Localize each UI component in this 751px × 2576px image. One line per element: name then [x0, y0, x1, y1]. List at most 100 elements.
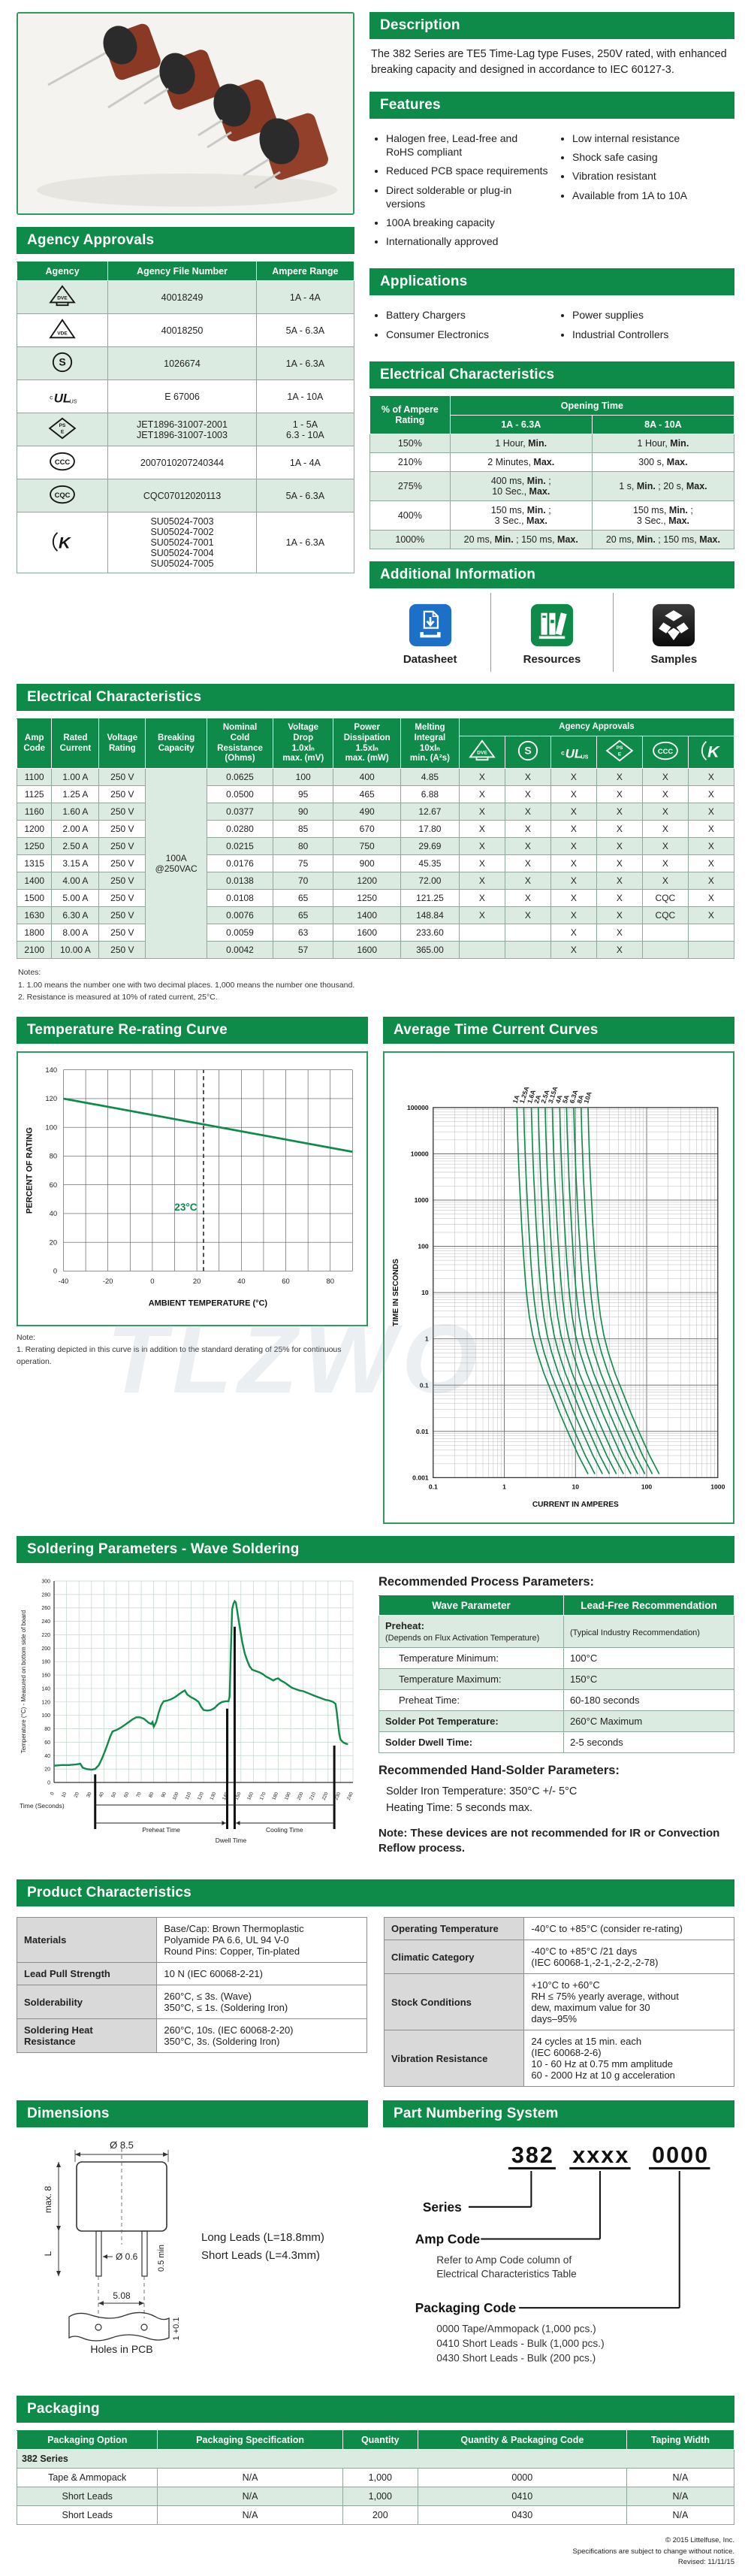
approval-mark-cell: X: [458, 768, 505, 787]
agency-icon-header: DVE: [458, 735, 505, 769]
dissipation-cell: 1600: [333, 924, 401, 942]
bullet-item: 100A breaking capacity: [386, 216, 548, 229]
agency-logo-cell: DVE: [16, 280, 109, 314]
bullet-item: Consumer Electronics: [386, 328, 548, 341]
svg-text:0.001: 0.001: [412, 1474, 429, 1482]
approval-mark-cell: [504, 924, 551, 942]
time-cell: 20 ms, Min. ; 150 ms, Max.: [591, 529, 735, 549]
process-row: Preheat Time: 60-180 seconds: [379, 1689, 735, 1712]
agency-row: VDE 40018250 5A - 6.3A: [16, 313, 355, 347]
additional-info-item-datasheet[interactable]: Datasheet: [369, 593, 490, 672]
amp-code-cell: 1315: [16, 854, 53, 873]
packaging-cell: 1,000: [342, 2467, 418, 2487]
svg-text:160: 160: [246, 1791, 255, 1801]
additional-info-item-resources[interactable]: Resources: [490, 592, 612, 672]
soldering-params: Recommended Process Parameters: Wave Par…: [379, 1572, 735, 1856]
svg-text:TIME IN SECONDS: TIME IN SECONDS: [392, 1259, 400, 1326]
part-numbering-svg: 382 xxxx 0000 Series Amp Code Refer to A…: [415, 2142, 710, 2363]
svg-text:AMBIENT TEMPERATURE (°C): AMBIENT TEMPERATURE (°C): [149, 1299, 268, 1308]
voltage-cell: 250 V: [98, 854, 146, 873]
process-parameters-table: Wave Parameter Lead-Free Recommendation P…: [379, 1595, 735, 1754]
ampere-range-cell: 1A - 4A: [255, 446, 355, 479]
additional-info-item-samples[interactable]: Samples: [612, 592, 734, 672]
svg-text:90: 90: [161, 1791, 168, 1799]
svg-text:60: 60: [44, 1740, 50, 1746]
agency-icon-header: S: [504, 735, 551, 769]
ampere-range-cell: 1A - 10A: [255, 379, 355, 413]
series-group-row: 382 Series: [17, 2448, 734, 2469]
svg-text:210: 210: [309, 1791, 317, 1801]
electrical-row: 1125 1.25 A 250 V 0.0500 95 465 6.88 X X X X X X: [16, 785, 735, 804]
rerating-note: Note: 1. Rerating depicted in this curve …: [17, 1332, 368, 1368]
value-cell: 60-180 seconds: [562, 1689, 735, 1712]
svg-text:VDE: VDE: [57, 331, 68, 337]
electrical-row: 1630 6.30 A 250 V 0.0076 65 1400 148.84 X X X X CQC…: [16, 906, 735, 925]
key-cell: Solderability: [16, 1985, 158, 2020]
approval-mark-cell: X: [458, 785, 505, 804]
additional-info-label: Datasheet: [403, 652, 457, 666]
kv-row: Lead Pull Strength 10 N (IEC 60068-2-21): [16, 1962, 367, 1986]
approval-mark-cell: X: [687, 820, 735, 839]
rated-current-cell: 1.00 A: [51, 768, 100, 787]
svg-text:CURRENT IN AMPERES: CURRENT IN AMPERES: [532, 1501, 619, 1509]
bullet-item: Reduced PCB space requirements: [386, 164, 548, 177]
s-icon: S: [52, 352, 73, 373]
electrical-row: 1400 4.00 A 250 V 0.0138 70 1200 72.00 X X X X X X: [16, 872, 735, 890]
svg-text:K: K: [707, 742, 720, 760]
svg-text:Amp Code: Amp Code: [415, 2232, 481, 2247]
amp-code-cell: 1250: [16, 837, 53, 856]
bullet-item: Halogen free, Lead-free and RoHS complia…: [386, 132, 548, 159]
melting-integral-cell: 148.84: [400, 906, 460, 925]
rated-current-cell: 8.00 A: [51, 924, 100, 942]
resistance-cell: 0.0059: [207, 924, 273, 942]
svg-text:E: E: [618, 751, 622, 757]
svg-text:20: 20: [50, 1238, 57, 1246]
pct-cell: 1000%: [369, 529, 451, 549]
approval-mark-cell: X: [596, 941, 643, 960]
packaging-cell: N/A: [626, 2467, 735, 2487]
agency-approvals-table: Agency Agency File Number Ampere Range DVE…: [16, 262, 355, 573]
svg-text:100: 100: [45, 1123, 57, 1131]
svg-text:190: 190: [284, 1791, 292, 1801]
agency-icon-header: PS E: [596, 735, 643, 769]
rated-current-cell: 2.00 A: [51, 820, 100, 839]
hand-solder-lines: Solder Iron Temperature: 350°C +/- 5°C He…: [386, 1784, 734, 1817]
key-cell: Materials: [16, 1917, 158, 1964]
kv-row: Materials Base/Cap: Brown Thermoplastic Po…: [16, 1917, 367, 1964]
svg-text:220: 220: [41, 1633, 50, 1638]
packaging-cell: Tape & Ammopack: [16, 2467, 158, 2487]
time-cell: 2 Minutes, Max.: [449, 452, 593, 472]
section-title-description: Description: [369, 12, 734, 39]
resistance-cell: 0.0215: [207, 837, 273, 856]
approval-mark-cell: X: [504, 906, 551, 925]
svg-text:0410 Short Leads - Bulk (1,000: 0410 Short Leads - Bulk (1,000 pcs.): [436, 2338, 604, 2349]
packaging-row: Tape & Ammopack N/A 1,000 0000 N/A: [16, 2467, 735, 2487]
voltage-cell: 250 V: [98, 785, 146, 804]
section-title-agency-approvals: Agency Approvals: [17, 227, 354, 254]
svg-text:100: 100: [418, 1243, 429, 1250]
svg-text:5.08: 5.08: [113, 2290, 131, 2301]
svg-text:10A: 10A: [582, 1090, 593, 1104]
approval-mark-cell: X: [687, 854, 735, 873]
svg-text:140: 140: [222, 1791, 230, 1801]
kv-row: Vibration Resistance 24 cycles at 15 min.…: [383, 2030, 734, 2088]
series-group-label: 382 Series: [17, 2448, 734, 2469]
approval-mark-cell: X: [504, 837, 551, 856]
time-cell: 1 Hour, Min.: [449, 433, 593, 453]
approval-mark-cell: X: [458, 889, 505, 908]
col-header: Agency: [16, 262, 109, 281]
svg-text:1: 1: [425, 1335, 429, 1343]
col-header: Quantity: [342, 2429, 418, 2450]
value-cell: +10°C to +60°C RH ≤ 75% yearly average, w…: [523, 1973, 734, 2031]
bullet-item: Power supplies: [572, 308, 734, 322]
svg-text:10: 10: [421, 1289, 429, 1296]
product-characteristics: Materials Base/Cap: Brown Thermoplastic Po…: [16, 1917, 734, 2088]
time-cell: 150 ms, Min. ; 3 Sec., Max.: [449, 500, 593, 531]
svg-text:100: 100: [172, 1791, 180, 1801]
approval-mark-cell: X: [550, 768, 597, 787]
approval-mark-cell: X: [687, 872, 735, 890]
voltage-drop-cell: 65: [272, 906, 334, 925]
process-row: Solder Pot Temperature: 260°C Maximum: [379, 1710, 735, 1733]
amp-code-cell: 1125: [16, 785, 53, 804]
dims-partnum-section: Dimensions Ø 8.5 max. 8 L Ø 0.6 0.5 min …: [17, 2100, 734, 2384]
